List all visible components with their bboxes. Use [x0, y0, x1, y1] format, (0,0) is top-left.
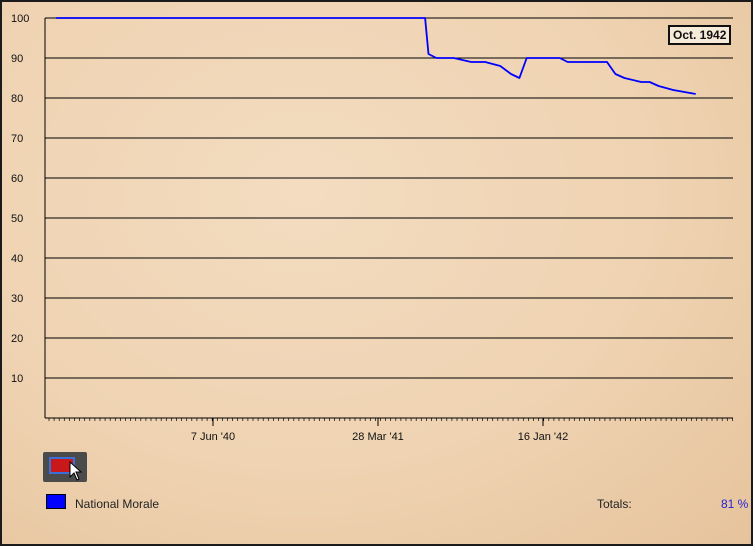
totals-value: 81 %	[721, 497, 749, 511]
y-tick-label: 100	[11, 13, 29, 25]
y-tick-label: 20	[11, 333, 23, 345]
y-tick-label: 50	[11, 213, 23, 225]
x-tick-label: 28 Mar '41	[352, 431, 404, 443]
series-line-national-morale	[55, 17, 696, 95]
y-tick-label: 30	[11, 293, 23, 305]
y-tick-label: 90	[11, 53, 23, 65]
legend-label: National Morale	[75, 497, 160, 511]
y-tick-label: 10	[11, 373, 23, 385]
y-tick-label: 60	[11, 173, 23, 185]
current-date-label: Oct. 1942	[668, 25, 732, 45]
x-tick-label: 16 Jan '42	[518, 431, 568, 443]
mouse-cursor-icon	[69, 461, 83, 481]
nation-select-button[interactable]	[43, 452, 87, 482]
legend-swatch	[46, 494, 66, 509]
y-tick-label: 70	[11, 133, 23, 145]
totals-label: Totals:	[597, 497, 632, 511]
y-tick-label: 40	[11, 253, 23, 265]
y-tick-label: 80	[11, 93, 23, 105]
x-tick-label: 7 Jun '40	[191, 431, 235, 443]
